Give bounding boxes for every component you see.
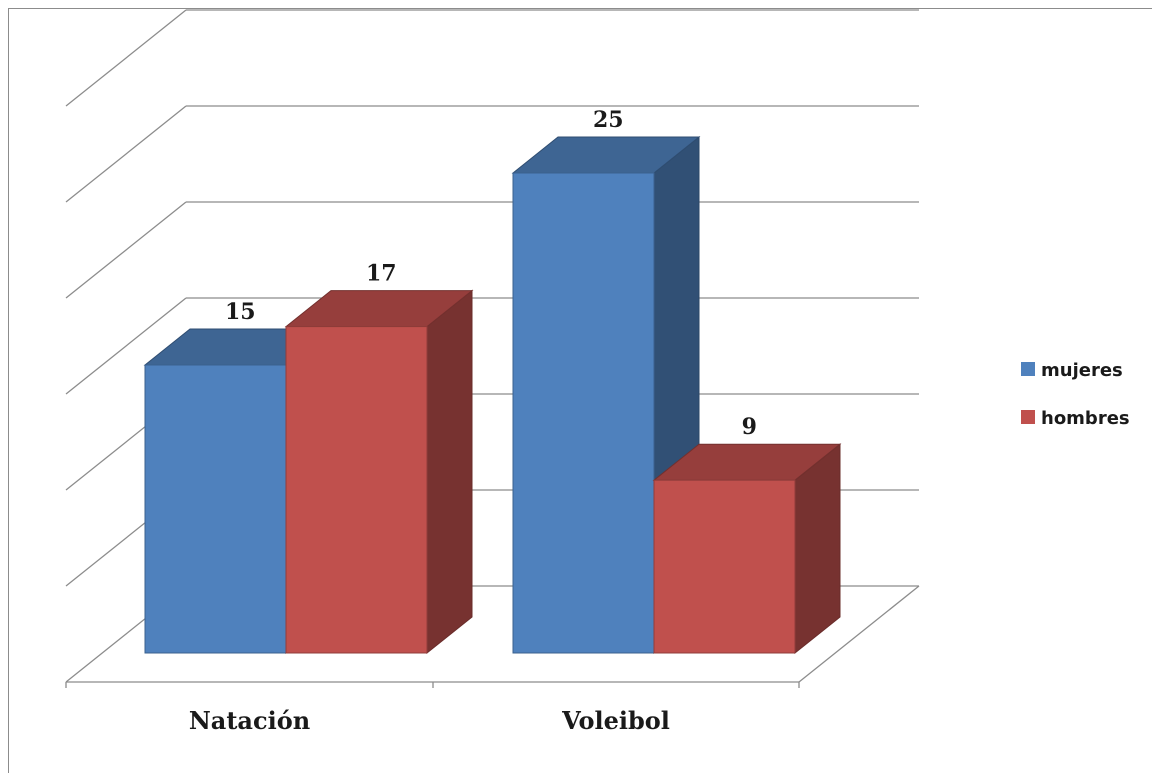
data-label-hombres-1: 9: [742, 414, 757, 440]
bar-hombres-0: [284, 289, 474, 655]
floor-right-edge: [798, 585, 920, 683]
bar-side-face: [794, 443, 841, 655]
bar-front-face: [144, 364, 287, 654]
bar-front-face: [653, 479, 796, 654]
data-labels: 15 17 25 9: [225, 107, 757, 440]
bar-front-face: [285, 326, 428, 654]
gridline-diagonal: [65, 297, 187, 395]
gridline-diagonal: [65, 201, 187, 299]
category-axis: Natación Voleibol: [65, 681, 800, 735]
data-label-mujeres-1: 25: [593, 107, 624, 133]
bars: [143, 135, 842, 655]
gridline-diagonal: [65, 9, 187, 107]
data-label-mujeres-0: 15: [225, 299, 256, 325]
gridline-diagonal: [65, 105, 187, 203]
legend-swatch-mujeres: [1021, 362, 1035, 376]
legend-label-hombres: hombres: [1041, 408, 1130, 429]
bar-front-face: [512, 172, 655, 654]
bar-side-face: [426, 289, 473, 655]
legend-label-mujeres: mujeres: [1041, 360, 1123, 381]
legend: mujeres hombres: [1021, 360, 1130, 429]
category-label-0: Natación: [189, 706, 310, 735]
legend-swatch-hombres: [1021, 410, 1035, 424]
data-label-hombres-0: 17: [366, 261, 397, 287]
category-label-1: Voleibol: [561, 706, 670, 735]
bar-hombres-1: [652, 443, 842, 655]
